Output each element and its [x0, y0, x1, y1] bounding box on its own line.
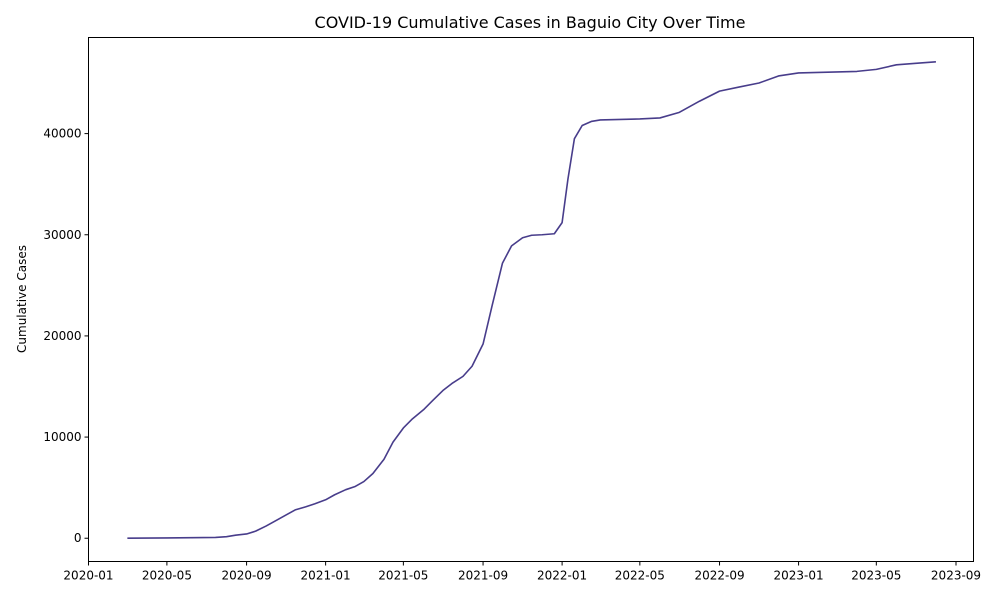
x-tick-label: 2020-09	[222, 569, 272, 583]
x-tick-label: 2022-09	[694, 569, 744, 583]
y-tick-label: 30000	[43, 228, 81, 242]
x-tick-label: 2022-05	[615, 569, 665, 583]
y-tick-label: 10000	[43, 430, 81, 444]
y-tick-label: 20000	[43, 329, 81, 343]
x-tick-label: 2021-01	[301, 569, 351, 583]
chart-title: COVID-19 Cumulative Cases in Baguio City…	[315, 13, 746, 32]
x-tick-label: 2020-01	[63, 569, 113, 583]
plot-frame	[88, 37, 974, 562]
y-tick-label: 0	[74, 531, 82, 545]
x-tick-label: 2020-05	[142, 569, 192, 583]
x-tick-label: 2021-09	[458, 569, 508, 583]
x-tick-label: 2023-09	[931, 569, 981, 583]
y-axis-label: Cumulative Cases	[15, 245, 29, 353]
x-tick-label: 2023-01	[774, 569, 824, 583]
x-tick-label: 2022-01	[537, 569, 587, 583]
y-tick-label: 40000	[43, 127, 81, 141]
y-axis: 0 10000 20000 30000 40000	[43, 127, 89, 545]
series-line	[127, 60, 936, 540]
plot-area	[127, 60, 936, 540]
x-axis: 2020-01 2020-05 2020-09 2021-01 2021-05 2021-…	[63, 561, 981, 583]
x-tick-label: 2021-05	[378, 569, 428, 583]
x-tick-label: 2023-05	[851, 569, 901, 583]
